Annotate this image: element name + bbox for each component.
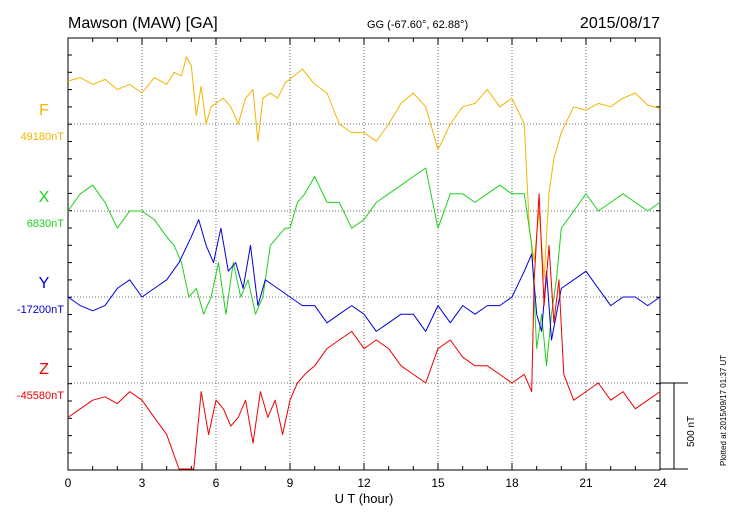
- baseline-value-f: 49180nT: [21, 131, 65, 143]
- scale-bar: 500 nT: [660, 382, 697, 470]
- x-tick-label: 18: [505, 476, 519, 490]
- component-label-y: Y: [39, 275, 50, 292]
- station-title: Mawson (MAW) [GA]: [68, 15, 218, 32]
- x-tick-label: 21: [579, 476, 593, 490]
- plotted-at-note: Plotted at 2015/09/17 01:37 UT: [719, 355, 728, 466]
- x-tick-label: 6: [213, 476, 220, 490]
- x-tick-label: 12: [357, 476, 371, 490]
- baseline-value-x: 6830nT: [27, 218, 65, 230]
- geo-coordinates: GG (-67.60°, 62.88°): [367, 19, 468, 31]
- x-tick-label: 24: [653, 476, 667, 490]
- x-tick-label: 3: [139, 476, 146, 490]
- baseline-value-y: -17200nT: [17, 304, 64, 316]
- series-z-line: [67, 193, 661, 470]
- x-axis-label: U T (hour): [335, 491, 394, 506]
- x-tick-label: 9: [287, 476, 294, 490]
- component-label-z: Z: [39, 361, 49, 378]
- scale-bar-label: 500 nT: [686, 416, 697, 447]
- series-f-line: [67, 56, 661, 280]
- x-tick-label: 0: [65, 476, 72, 490]
- component-label-x: X: [39, 189, 50, 206]
- plot-date: 2015/08/17: [580, 15, 660, 32]
- baseline-value-z: -45580nT: [17, 390, 64, 402]
- series-y-line: [67, 219, 661, 341]
- series-x-line: [67, 167, 661, 367]
- component-label-f: F: [39, 102, 49, 119]
- x-tick-label: 15: [431, 476, 445, 490]
